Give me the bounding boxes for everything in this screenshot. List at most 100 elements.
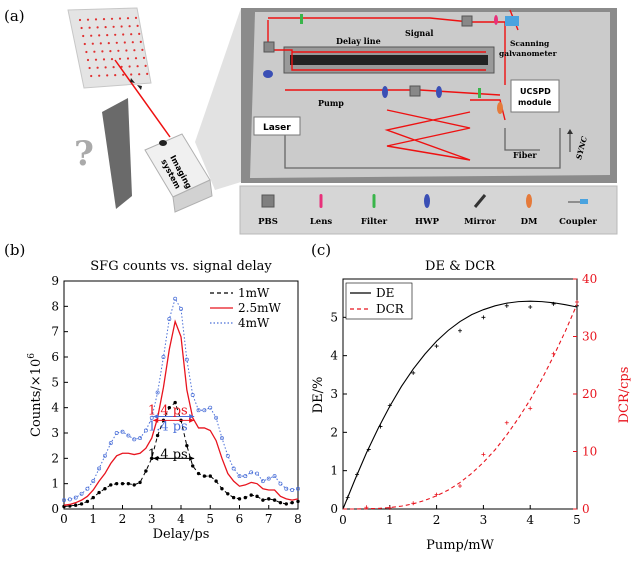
x-tick-label: 7 — [265, 512, 273, 526]
ucspd-label-2: module — [518, 98, 552, 107]
target-dot — [130, 33, 133, 36]
mirror-icon — [473, 194, 487, 208]
target-dot — [98, 34, 101, 37]
blocking-panel — [102, 98, 132, 209]
target-dot — [134, 16, 138, 19]
panel-a-setup: (a) ? Imaging system Delay line — [4, 7, 618, 235]
target-dot — [101, 50, 104, 53]
series-1mW-point — [208, 474, 212, 478]
series-4mW-point — [296, 486, 300, 491]
series-DCR-point — [458, 484, 462, 488]
legend-label-mirror: Mirror — [464, 217, 496, 227]
series-4mW-point — [161, 355, 166, 359]
y-left-tick-label: 5 — [330, 310, 338, 324]
target-dot — [86, 18, 90, 21]
y-tick-label: 4 — [51, 401, 59, 415]
chart-c-title: DE & DCR — [425, 259, 496, 274]
laser-label: Laser — [263, 123, 291, 133]
y-tick-label: 7 — [51, 325, 59, 339]
series-1mW-point — [120, 481, 125, 486]
y-tick-label: 5 — [51, 375, 59, 389]
x-tick-label: 3 — [480, 513, 488, 527]
series-DCR-point — [528, 406, 533, 411]
y-tick-label: 8 — [51, 299, 59, 313]
y-tick-label: 9 — [51, 274, 59, 288]
delay-line-rail — [290, 55, 488, 65]
panel-b-chart: (b) SFG counts vs. signal delay 0 1 2 3 4 5 6 7… — [4, 241, 302, 542]
target-dot — [80, 26, 83, 30]
chart-c-ylabel-left: DE/% — [311, 377, 326, 414]
legend-label-1mW: 1mW — [238, 286, 270, 300]
series-4mW-point — [62, 498, 66, 503]
series-1mW-point — [261, 498, 265, 502]
fiber-paths — [284, 120, 561, 169]
target-dot — [126, 17, 130, 20]
target-dot — [112, 66, 115, 69]
series-1mW-point — [150, 456, 154, 461]
series-4mW-point — [126, 433, 131, 438]
series-DCR-point — [387, 505, 392, 510]
series-4mW-point — [219, 436, 224, 441]
legend-box — [345, 282, 413, 320]
series-4mW-point — [196, 408, 201, 413]
target-dot — [104, 66, 107, 69]
target-dot — [112, 25, 115, 28]
series-DE-point — [458, 328, 462, 333]
series-1mW-point — [191, 464, 195, 468]
laser-box — [253, 116, 301, 136]
series-DE-point — [378, 424, 383, 429]
series-DCR-point — [575, 300, 579, 304]
target-dot — [120, 25, 123, 28]
target-dot — [130, 73, 133, 76]
chart-c-xlabel: Pump/mW — [426, 538, 494, 553]
y-left-tick-label: 2 — [330, 425, 338, 439]
target-dot — [90, 74, 93, 78]
arrowhead-icon — [189, 455, 195, 461]
target-dot — [99, 42, 102, 45]
series-4mW-point — [202, 408, 207, 413]
pbs-icon — [261, 194, 275, 208]
chart-c-ylabel-right: DCR/cps — [617, 367, 632, 424]
series-1mW-point — [290, 500, 294, 505]
target-dot — [133, 49, 136, 52]
series-4mW-point — [231, 466, 236, 471]
target-dot — [109, 50, 112, 53]
series-4mW-point — [143, 428, 148, 433]
x-tick-label: 1 — [89, 512, 97, 526]
arrowhead-icon — [153, 414, 159, 420]
series-4mW-point — [73, 495, 78, 500]
hwp-component — [436, 86, 442, 98]
panel-a-label: (a) — [4, 7, 25, 25]
x-tick-label: 5 — [573, 513, 581, 527]
target-dot — [142, 56, 146, 60]
series-1mW-point — [185, 443, 189, 448]
target-dot — [114, 33, 117, 36]
series-4mW-point — [266, 476, 271, 481]
arrowhead-icon — [189, 417, 195, 423]
target-dot — [139, 40, 142, 44]
fiber-label: Fiber — [513, 150, 537, 160]
target-dot — [102, 18, 106, 21]
series-1mW-point — [226, 492, 230, 496]
series-1mW-point — [109, 483, 113, 487]
y-right-tick-label: 10 — [582, 445, 597, 459]
x-tick-label: 4 — [526, 513, 534, 527]
x-tick-label: 6 — [236, 512, 244, 526]
dm-component — [497, 102, 503, 114]
target-dot — [134, 57, 138, 60]
target-dot — [98, 74, 101, 77]
y-tick-label: 2 — [51, 451, 59, 465]
target-dot — [141, 48, 144, 52]
series-1mW-point — [173, 400, 177, 405]
series-DCR-point — [411, 501, 416, 506]
legend-label-coupler: Coupler — [559, 217, 597, 227]
imaging-lens-icon — [159, 140, 167, 146]
series-1mW-point — [126, 481, 131, 486]
fwhm-label: 1.4 ps — [148, 420, 188, 435]
series-1mW-point — [97, 490, 101, 495]
legend-label-pbs: PBS — [258, 217, 278, 227]
legend-label-DCR: DCR — [376, 302, 405, 316]
target-dot — [83, 42, 86, 46]
series-DE-point — [387, 403, 392, 408]
